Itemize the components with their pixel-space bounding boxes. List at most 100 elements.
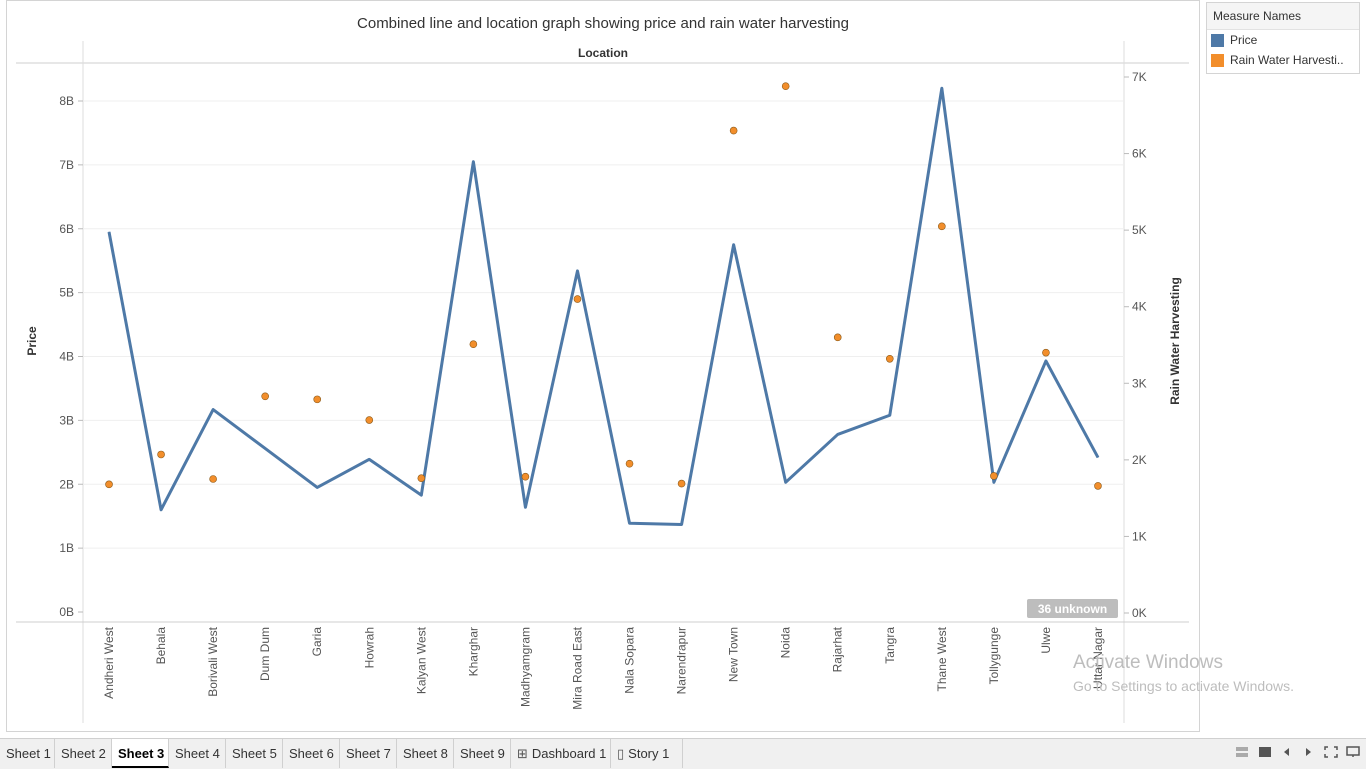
unknown-values-badge bbox=[1027, 599, 1118, 618]
rain-water-harvesting-point bbox=[313, 395, 322, 404]
tab-sheet-7[interactable]: Sheet 7 bbox=[340, 739, 397, 768]
activate-windows-watermark: Activate Windows Go to Settings to activ… bbox=[1073, 652, 1294, 694]
price-point bbox=[785, 481, 787, 483]
x-tick-label: Nala Sopara bbox=[623, 627, 637, 694]
rain-water-harvesting-point bbox=[469, 340, 478, 349]
x-tick-label: Ulwe bbox=[1039, 627, 1053, 654]
y2-tick-label: 3K bbox=[1132, 376, 1147, 390]
chart-panel: Combined line and location graph showing… bbox=[6, 0, 1200, 732]
rain-water-harvesting-point bbox=[261, 392, 269, 401]
show-filmstrip-icon[interactable] bbox=[1235, 746, 1249, 762]
price-point bbox=[368, 458, 370, 460]
price-line bbox=[107, 86, 1100, 526]
price-point bbox=[108, 231, 110, 233]
rain-water-harvesting-point bbox=[781, 82, 790, 90]
tab-label: Sheet 8 bbox=[403, 746, 448, 761]
tab-label: Sheet 5 bbox=[232, 746, 277, 761]
rain-water-harvesting-point bbox=[938, 222, 946, 231]
price-point bbox=[629, 522, 631, 524]
y-tick-label: 6B bbox=[59, 222, 74, 236]
tab-label: Story 1 bbox=[628, 746, 670, 761]
tab-sheet-4[interactable]: Sheet 4 bbox=[169, 739, 226, 768]
tab-sheet-6[interactable]: Sheet 6 bbox=[283, 739, 340, 768]
rain-water-harvesting-point bbox=[105, 480, 113, 489]
y-tick-label: 4B bbox=[59, 350, 74, 364]
y-tick-label: 0B bbox=[59, 605, 74, 619]
y-tick-label: 2B bbox=[59, 477, 74, 491]
tab-label: Sheet 6 bbox=[289, 746, 334, 761]
tab-label: Sheet 9 bbox=[460, 746, 505, 761]
legend-swatch-price bbox=[1211, 33, 1224, 47]
rain-water-harvesting-point bbox=[417, 474, 426, 483]
presentation-mode-icon[interactable] bbox=[1345, 746, 1361, 762]
legend-item-rain-water-harvesting[interactable]: Rain Water Harvesti.. bbox=[1207, 50, 1359, 70]
price-point bbox=[1045, 360, 1047, 362]
fit-view-icon[interactable] bbox=[1323, 746, 1339, 762]
x-tick-label: Rajarhat bbox=[831, 626, 845, 672]
sheet-tab-bar: Sheet 1 Sheet 2 Sheet 3 Sheet 4 Sheet 5 … bbox=[0, 738, 1366, 769]
price-point bbox=[264, 447, 266, 449]
dashboard-icon: ⊞ bbox=[517, 746, 528, 761]
rain-water-harvesting-point bbox=[1042, 348, 1050, 357]
price-point bbox=[316, 486, 318, 488]
tab-sheet-9[interactable]: Sheet 9 bbox=[454, 739, 511, 768]
y2-tick-label: 6K bbox=[1132, 147, 1147, 161]
tab-dashboard-1[interactable]: ⊞ Dashboard 1 bbox=[511, 739, 611, 768]
x-tick-label: Noida bbox=[779, 627, 793, 659]
rain-water-harvesting-point bbox=[1094, 482, 1102, 490]
y2-tick-label: 5K bbox=[1132, 223, 1147, 237]
tab-sheet-5[interactable]: Sheet 5 bbox=[226, 739, 283, 768]
y2-tick-label: 7K bbox=[1132, 70, 1147, 84]
rain-water-harvesting-point bbox=[729, 126, 738, 135]
column-header-label: Location bbox=[578, 46, 628, 60]
tab-label: Dashboard 1 bbox=[531, 746, 607, 761]
y-axis-title: Price bbox=[25, 326, 39, 356]
rain-water-harvesting-point bbox=[990, 472, 998, 480]
x-tick-label: Howrah bbox=[362, 627, 376, 668]
rain-water-harvesting-point bbox=[625, 459, 634, 468]
tab-label: Sheet 1 bbox=[6, 746, 51, 761]
rain-water-harvesting-point bbox=[885, 354, 894, 363]
legend-title: Measure Names bbox=[1207, 3, 1359, 30]
rain-water-harvesting-point bbox=[677, 479, 686, 488]
price-point bbox=[993, 481, 995, 483]
rain-water-harvesting-point bbox=[833, 333, 842, 342]
tab-label: Sheet 7 bbox=[346, 746, 391, 761]
tab-story-1[interactable]: ▯ Story 1 bbox=[611, 739, 683, 768]
price-point bbox=[1097, 456, 1099, 458]
tab-sheet-1[interactable]: Sheet 1 bbox=[0, 739, 55, 768]
tab-sheet-2[interactable]: Sheet 2 bbox=[55, 739, 112, 768]
rain-water-harvesting-point bbox=[209, 475, 217, 483]
rain-water-harvesting-point bbox=[521, 472, 530, 481]
tab-label: Sheet 2 bbox=[61, 746, 106, 761]
y2-tick-label: 1K bbox=[1132, 529, 1147, 543]
tab-sheet-8[interactable]: Sheet 8 bbox=[397, 739, 454, 768]
tab-sheet-3[interactable]: Sheet 3 bbox=[112, 739, 169, 768]
chart-svg: Combined line and location graph showing… bbox=[16, 15, 1189, 723]
legend-item-price[interactable]: Price bbox=[1207, 30, 1359, 50]
legend-card: Measure Names Price Rain Water Harvesti.… bbox=[1206, 2, 1360, 74]
x-tick-label: Mira Road East bbox=[570, 626, 584, 709]
y-tick-label: 3B bbox=[59, 413, 74, 427]
unknown-values-badge-label: 36 unknown bbox=[1038, 602, 1107, 616]
chart-title: Combined line and location graph showing… bbox=[357, 15, 849, 32]
price-point bbox=[420, 494, 422, 496]
x-tick-label: Tangra bbox=[883, 627, 897, 664]
x-tick-label: Behala bbox=[154, 627, 168, 665]
next-sheet-icon[interactable] bbox=[1302, 746, 1314, 762]
show-tabs-icon[interactable] bbox=[1258, 746, 1272, 762]
tab-label: Sheet 3 bbox=[118, 746, 165, 761]
x-tick-label: Uttar Nagar bbox=[1091, 627, 1105, 689]
x-tick-label: Kalyan West bbox=[414, 626, 428, 694]
y2-tick-label: 2K bbox=[1132, 453, 1147, 467]
price-point bbox=[889, 414, 891, 416]
x-tick-label: Tollygunge bbox=[987, 627, 1001, 685]
tab-label: Sheet 4 bbox=[175, 746, 220, 761]
x-tick-label: Dum Dum bbox=[258, 627, 272, 681]
y2-tick-label: 0K bbox=[1132, 606, 1147, 620]
previous-sheet-icon[interactable] bbox=[1281, 746, 1293, 762]
price-point bbox=[681, 523, 683, 525]
y2-tick-label: 4K bbox=[1132, 300, 1147, 314]
watermark-line-1: Activate Windows bbox=[1073, 652, 1223, 673]
price-point bbox=[837, 433, 839, 435]
